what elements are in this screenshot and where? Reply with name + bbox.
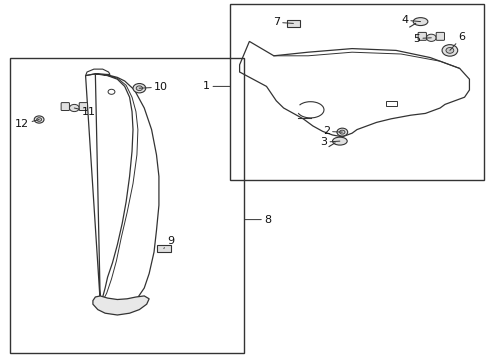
FancyBboxPatch shape: [417, 32, 426, 40]
Circle shape: [133, 84, 145, 93]
Circle shape: [339, 130, 345, 134]
Bar: [386, 101, 396, 106]
FancyBboxPatch shape: [79, 103, 87, 111]
Bar: [229, 4, 483, 180]
Bar: [157, 245, 170, 252]
Text: 4: 4: [400, 15, 420, 25]
Polygon shape: [93, 296, 149, 315]
Text: 3: 3: [320, 137, 339, 147]
Text: 2: 2: [322, 126, 342, 136]
Circle shape: [441, 45, 457, 56]
FancyBboxPatch shape: [61, 103, 69, 111]
Ellipse shape: [412, 18, 427, 26]
Ellipse shape: [332, 137, 346, 145]
Text: 1: 1: [203, 81, 229, 91]
Circle shape: [426, 34, 435, 41]
FancyBboxPatch shape: [435, 32, 444, 40]
Circle shape: [34, 116, 44, 123]
Text: 11: 11: [74, 107, 96, 117]
Circle shape: [37, 118, 41, 121]
Circle shape: [69, 104, 79, 112]
Text: 8: 8: [244, 215, 271, 225]
Circle shape: [136, 86, 142, 90]
Bar: [10, 58, 244, 353]
Circle shape: [445, 48, 453, 53]
Circle shape: [336, 128, 347, 136]
Text: 10: 10: [139, 82, 168, 92]
Text: 5: 5: [412, 33, 430, 44]
Text: 7: 7: [272, 17, 293, 27]
Text: 12: 12: [15, 119, 39, 129]
Text: 9: 9: [163, 236, 174, 248]
Bar: [286, 20, 300, 27]
Text: 6: 6: [449, 32, 465, 50]
